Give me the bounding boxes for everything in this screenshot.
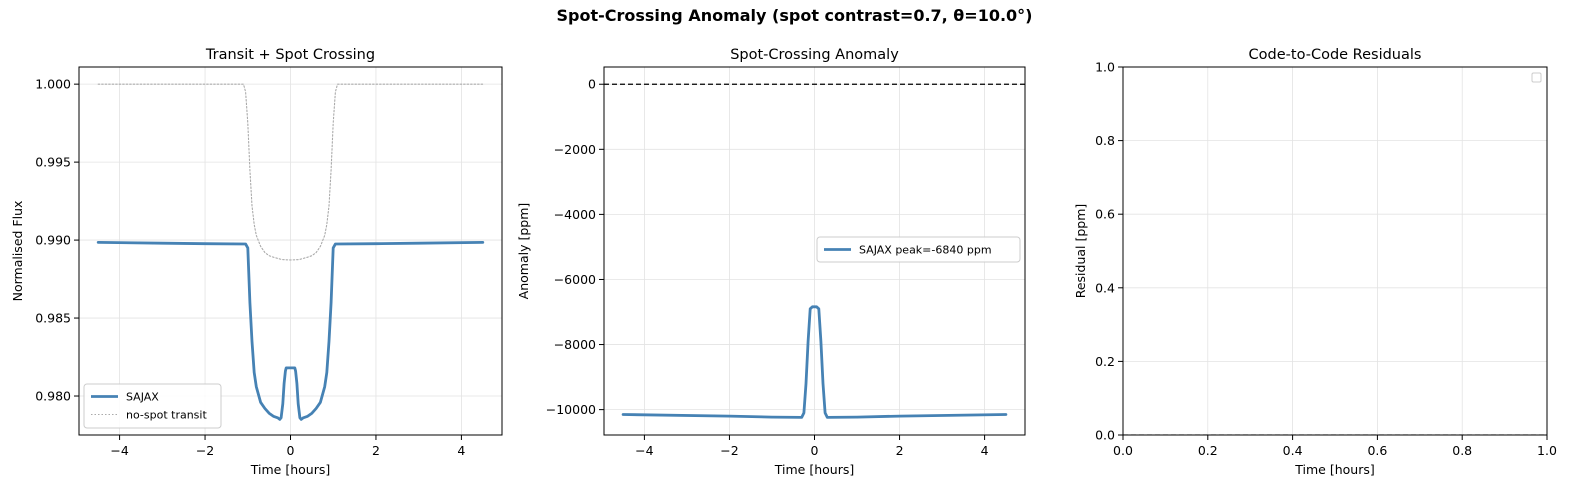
x-tick-label: 2 [372, 443, 380, 458]
legend-entry: SAJAX peak=-6840 ppm [859, 244, 992, 257]
x-axis-label: Time [hours] [250, 462, 330, 477]
panel-1: −4 −2 0 2 4 0.980 0.985 0.990 0.995 1.000 Transit … [10, 47, 503, 477]
panel-3: 0.0 0.2 0.4 0.6 0.8 1.0 0.0 0.2 0.4 0.6 0.8 1.0 Code… [1073, 47, 1557, 477]
axes-frame [1122, 66, 1548, 436]
y-tick-label: −4000 [554, 207, 596, 222]
y-tick-label: 0.995 [35, 155, 71, 170]
y-tick-label: 1.000 [35, 77, 71, 92]
y-tick-label: −6000 [554, 272, 596, 287]
x-tick-label: −2 [196, 443, 214, 458]
y-tick-label: 0.985 [35, 311, 71, 326]
y-tick-label: −8000 [554, 337, 596, 352]
y-tick-label: 0.4 [1095, 280, 1115, 295]
figure-suptitle: Spot-Crossing Anomaly (spot contrast=0.7… [556, 6, 1033, 25]
x-tick-label: 1.0 [1537, 443, 1557, 458]
x-tick-label: 0.6 [1367, 443, 1387, 458]
x-tick-label: 0 [811, 443, 819, 458]
y-tick-label: 0 [588, 77, 596, 92]
y-axis-label: Residual [ppm] [1073, 204, 1088, 299]
y-tick-label: 0.0 [1095, 428, 1115, 443]
panel-title: Spot-Crossing Anomaly [730, 47, 899, 63]
x-tick-label: −4 [110, 443, 128, 458]
x-tick-label: 0.8 [1452, 443, 1472, 458]
panel-title: Transit + Spot Crossing [205, 47, 375, 63]
legend: SAJAX no-spot transit [83, 383, 222, 429]
y-tick-label: −10000 [546, 402, 596, 417]
y-axis-label: Anomaly [ppm] [516, 203, 531, 300]
x-tick-label: −2 [720, 443, 738, 458]
series-line-no-spot-transit [97, 83, 484, 261]
series-line-sajax [621, 305, 1008, 419]
y-axis-label: Normalised Flux [10, 201, 25, 302]
y-tick-label: 0.2 [1095, 354, 1115, 369]
x-tick-label: 4 [981, 443, 989, 458]
panel-data [96, 83, 485, 421]
y-tick-label: 0.8 [1095, 133, 1115, 148]
y-tick-label: 1.0 [1095, 60, 1115, 75]
y-tick-label: 0.6 [1095, 207, 1115, 222]
legend: SAJAX peak=-6840 ppm [816, 236, 1021, 263]
legend-box [816, 236, 1021, 263]
series-line-sajax [96, 240, 485, 421]
x-axis-label: Time [hours] [1294, 462, 1374, 477]
panel-2: −4 −2 0 2 4 0 −2000 −4000 −6000 −8000 −10000 Spot-C… [516, 47, 1026, 477]
x-tick-label: −4 [635, 443, 653, 458]
legend-entry: no-spot transit [126, 409, 207, 422]
legend-entry: SAJAX [126, 391, 159, 404]
panel-data [604, 83, 1025, 419]
x-tick-label: 0.4 [1283, 443, 1303, 458]
legend-box [83, 383, 222, 429]
x-tick-label: 2 [896, 443, 904, 458]
y-tick-label: 0.990 [35, 233, 71, 248]
panel-title: Code-to-Code Residuals [1249, 47, 1422, 63]
x-tick-label: 0.0 [1113, 443, 1133, 458]
x-tick-label: 0 [287, 443, 295, 458]
empty-legend-box [1531, 72, 1542, 83]
x-tick-label: 4 [457, 443, 465, 458]
x-tick-label: 0.2 [1198, 443, 1218, 458]
y-tick-label: −2000 [554, 142, 596, 157]
y-tick-label: 0.980 [35, 389, 71, 404]
x-axis-label: Time [hours] [774, 462, 854, 477]
